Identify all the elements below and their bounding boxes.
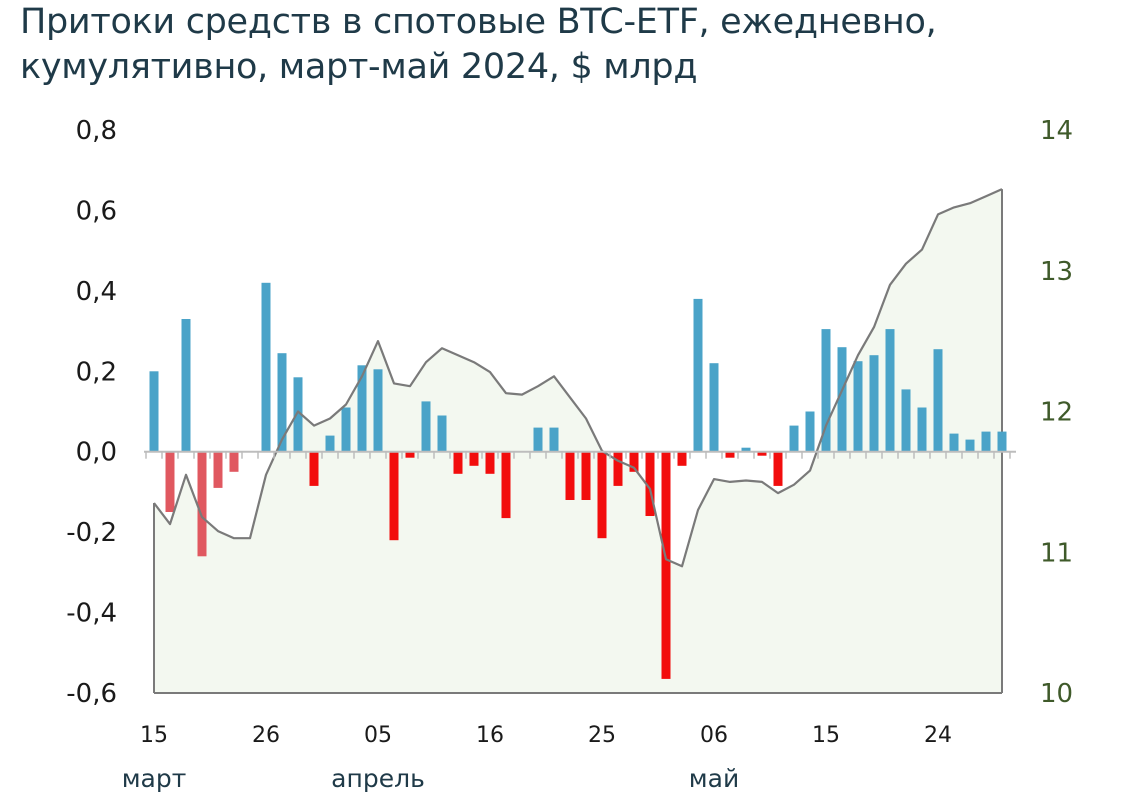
- daily-flow-bar: [805, 411, 815, 452]
- daily-flow-bar: [437, 415, 447, 452]
- daily-flow-bar: [949, 433, 959, 452]
- daily-flow-bar: [325, 435, 335, 452]
- daily-flow-bar: [613, 451, 623, 486]
- daily-bars-layer: [149, 282, 1007, 679]
- daily-flow-bar: [965, 439, 975, 452]
- daily-flow-bar: [725, 451, 735, 458]
- right-y-axis: 14 13 12 11 10: [1040, 116, 1073, 709]
- x-tick-label: 06: [700, 723, 728, 748]
- x-tick-label: 15: [812, 723, 840, 748]
- daily-flow-bar: [757, 451, 767, 456]
- x-tick-label: 24: [924, 723, 952, 748]
- daily-flow-bar: [421, 401, 431, 452]
- daily-flow-bar: [597, 451, 607, 539]
- daily-flow-bar: [309, 451, 319, 486]
- month-label: март: [122, 764, 187, 793]
- daily-flow-bar: [197, 451, 207, 557]
- daily-flow-bar: [773, 451, 783, 486]
- daily-flow-bar: [917, 407, 927, 452]
- daily-flow-bar: [837, 347, 847, 452]
- daily-flow-bar: [677, 451, 687, 466]
- daily-flow-bar: [885, 329, 895, 452]
- daily-flow-bar: [853, 361, 863, 452]
- daily-flow-bar: [501, 451, 511, 519]
- daily-flow-bar: [181, 319, 191, 452]
- daily-flow-bar: [341, 407, 351, 452]
- daily-flow-bar: [229, 451, 239, 472]
- daily-flow-bar: [661, 451, 671, 679]
- x-tick-labels: 15 26 05 16 25 06 15 24: [140, 723, 952, 748]
- daily-flow-bar: [165, 451, 175, 512]
- daily-flow-bar: [277, 353, 287, 452]
- daily-flow-bar: [981, 431, 991, 452]
- daily-flow-bar: [693, 298, 703, 452]
- daily-flow-bar: [453, 451, 463, 474]
- month-label: май: [689, 764, 739, 793]
- left-y-tick-label: -0,4: [66, 599, 117, 629]
- daily-flow-bar: [997, 431, 1007, 452]
- x-tick-label: 16: [476, 723, 504, 748]
- right-y-tick-label: 11: [1040, 538, 1073, 568]
- daily-flow-bar: [293, 377, 303, 452]
- daily-flow-bar: [933, 349, 943, 452]
- chart-title-line-1: Притоки средств в спотовые BTC-ETF, ежед…: [20, 2, 937, 42]
- x-tick-label: 25: [588, 723, 616, 748]
- daily-flow-bar: [373, 369, 383, 452]
- left-y-axis: 0,8 0,6 0,4 0,2 0,0 -0,2 -0,4 -0,6: [66, 116, 117, 709]
- daily-flow-bar: [149, 371, 159, 452]
- daily-flow-bar: [901, 389, 911, 452]
- left-y-tick-label: 0,8: [76, 116, 117, 146]
- right-y-tick-label: 10: [1040, 679, 1073, 709]
- x-tick-label: 05: [364, 723, 392, 748]
- daily-flow-bar: [789, 425, 799, 452]
- daily-flow-bar: [405, 451, 415, 458]
- daily-flow-bar: [485, 451, 495, 474]
- daily-flow-bar: [533, 427, 543, 452]
- daily-flow-bar: [581, 451, 591, 500]
- left-y-tick-label: -0,2: [66, 518, 117, 548]
- daily-flow-bar: [213, 451, 223, 488]
- cumulative-line: [153, 188, 1003, 568]
- left-y-tick-label: 0,2: [76, 357, 117, 387]
- right-y-tick-label: 12: [1040, 398, 1073, 428]
- left-y-tick-label: 0,4: [76, 277, 117, 307]
- cumulative-line-layer: [153, 188, 1003, 568]
- daily-flow-bar: [629, 451, 639, 472]
- month-labels: март апрель май: [122, 764, 740, 793]
- x-tick-label: 26: [252, 723, 280, 748]
- daily-flow-bar: [549, 427, 559, 452]
- x-tick-label: 15: [140, 723, 168, 748]
- x-axis-layer: [144, 450, 1016, 459]
- left-y-tick-label: -0,6: [66, 679, 117, 709]
- daily-flow-bar: [741, 447, 751, 452]
- daily-flow-bar: [357, 365, 367, 452]
- daily-flow-bar: [389, 451, 399, 541]
- daily-flow-bar: [645, 451, 655, 516]
- right-y-tick-label: 13: [1040, 257, 1073, 287]
- daily-flow-bar: [869, 355, 879, 452]
- daily-flow-bar: [821, 329, 831, 452]
- daily-flow-bar: [709, 363, 719, 452]
- left-y-tick-label: 0,0: [76, 438, 117, 468]
- cumulative-area: [154, 189, 1002, 693]
- chart-title-line-2: кумулятивно, март-май 2024, $ млрд: [20, 47, 698, 87]
- daily-flow-bar: [565, 451, 575, 500]
- left-y-tick-label: 0,6: [76, 196, 117, 226]
- daily-flow-bar: [469, 451, 479, 466]
- daily-flow-bar: [261, 282, 271, 452]
- chart-title: Притоки средств в спотовые BTC-ETF, ежед…: [20, 0, 1130, 90]
- right-y-tick-label: 14: [1040, 116, 1073, 146]
- month-label: апрель: [331, 764, 425, 793]
